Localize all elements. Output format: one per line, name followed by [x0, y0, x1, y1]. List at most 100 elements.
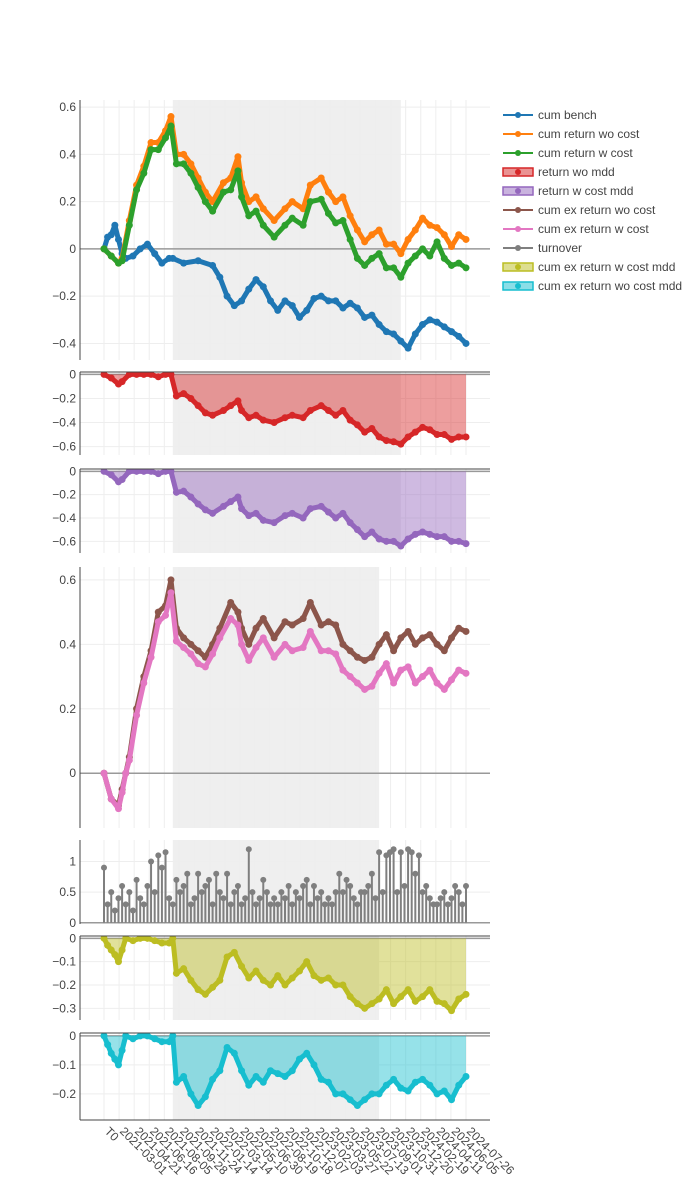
cum-ex-return-w-cost-point: [382, 660, 390, 668]
cum-bench-point: [230, 302, 238, 310]
legend-item-cum-bench: cum bench: [503, 108, 597, 122]
turnover-point: [115, 895, 122, 902]
cum-return-wo-cost-point: [252, 193, 260, 201]
cum-ex-return-wo-cost-mdd-point: [281, 1073, 289, 1080]
cum-ex-return-w-cost-point: [234, 621, 242, 629]
return-wo-mdd-point: [306, 406, 314, 414]
cum-ex-return-w-cost-mdd-point: [172, 969, 180, 977]
turnover-point: [452, 882, 459, 889]
cum-return-wo-cost-point: [147, 139, 155, 147]
return-w-cost-mdd-point: [100, 469, 108, 475]
cum-return-wo-cost-point: [361, 238, 369, 246]
legend-item-cum-ex-return-wo-cost: cum ex return wo cost: [503, 203, 656, 217]
cum-ex-return-wo-cost-mdd-point: [404, 1087, 412, 1095]
cum-return-wo-cost-point: [448, 243, 456, 251]
turnover-point: [329, 901, 336, 908]
turnover-point: [245, 846, 252, 853]
return-wo-mdd-point: [324, 406, 332, 414]
legend-item-cum-return-wo-cost: cum return wo cost: [503, 127, 640, 141]
cum-ex-return-w-cost-mdd-point: [440, 1000, 448, 1008]
cum-return-w-cost-point: [281, 221, 289, 229]
return-w-cost-mdd-point: [219, 502, 227, 510]
return-wo-mdd-point: [107, 374, 115, 382]
turnover-point: [300, 882, 307, 889]
turnover-point: [361, 889, 368, 896]
cum-ex-return-wo-cost-mdd-point: [397, 1084, 405, 1092]
legend-marker: [515, 150, 521, 156]
y-tick-label: −0.4: [52, 511, 76, 525]
return-wo-mdd-point: [361, 428, 369, 436]
turnover-point: [198, 889, 205, 896]
return-w-cost-mdd-point: [245, 512, 253, 520]
cum-bench-point: [107, 231, 115, 239]
cum-ex-return-wo-cost-point: [317, 621, 325, 629]
return-w-cost-mdd-point: [125, 469, 133, 475]
return-w-cost-mdd-point: [180, 487, 188, 495]
cum-ex-return-w-cost-point: [245, 656, 253, 664]
turnover-point: [434, 901, 441, 908]
cum-ex-return-w-cost-mdd-point: [390, 1000, 398, 1008]
return-wo-mdd-point: [411, 428, 419, 436]
subplot-return-w-cost-mdd: 0 −0.2 −0.4 −0.6: [52, 464, 490, 553]
turnover-point: [209, 901, 216, 908]
cum-bench-point: [332, 297, 340, 305]
cum-ex-return-w-cost-mdd-point: [462, 990, 470, 998]
turnover-point: [401, 882, 408, 889]
cum-return-w-cost-point: [227, 186, 235, 194]
cum-ex-return-wo-cost-mdd-point: [165, 1038, 173, 1046]
turnover-point: [343, 876, 350, 883]
cum-return-wo-cost-point: [353, 226, 361, 234]
cum-ex-return-w-cost-point: [281, 640, 289, 648]
cum-ex-return-w-cost-point: [317, 647, 325, 655]
cum-bench-point: [375, 321, 383, 329]
cum-ex-return-wo-cost-mdd-point: [448, 1096, 456, 1104]
turnover-point: [310, 882, 317, 889]
cum-return-w-cost-point: [209, 207, 217, 215]
return-wo-mdd-point: [332, 411, 340, 419]
return-wo-mdd-point: [167, 372, 175, 378]
turnover-point: [419, 889, 426, 896]
cum-ex-return-wo-cost-point: [419, 634, 427, 642]
return-w-cost-mdd-point: [270, 519, 278, 527]
cum-ex-return-w-cost-mdd-point: [151, 937, 159, 945]
return-wo-mdd-point: [462, 433, 470, 441]
cum-bench-point: [216, 273, 224, 281]
turnover-point: [216, 889, 223, 896]
return-wo-mdd-point: [259, 416, 267, 424]
cum-ex-return-wo-cost-point: [154, 608, 162, 616]
turnover-point: [394, 889, 401, 896]
cum-ex-return-wo-cost-mdd-point: [339, 1090, 347, 1098]
legend-label: cum ex return w cost mdd: [538, 260, 675, 274]
cum-ex-return-w-cost-point: [324, 647, 332, 655]
cum-ex-return-w-cost-point: [114, 805, 122, 813]
cum-return-w-cost-point: [238, 193, 246, 201]
return-w-cost-mdd-point: [154, 470, 162, 478]
cum-ex-return-w-cost-mdd-point: [375, 995, 383, 1003]
y-tick-label: −0.1: [52, 1058, 76, 1072]
cum-ex-return-w-cost-mdd-point: [169, 936, 177, 942]
turnover-point: [111, 907, 118, 914]
cum-ex-return-w-cost-point: [259, 634, 267, 642]
turnover-point: [187, 901, 194, 908]
turnover-point: [184, 870, 191, 877]
return-wo-mdd-point: [390, 438, 398, 446]
cum-bench-point: [426, 316, 434, 324]
series-group: [100, 469, 470, 550]
cum-ex-return-wo-cost-mdd-point: [209, 1075, 217, 1083]
turnover-point: [415, 852, 422, 859]
cum-ex-return-wo-cost-point: [440, 647, 448, 655]
cum-bench-point: [245, 285, 253, 293]
return-w-cost-mdd-point: [324, 508, 332, 516]
cum-return-wo-cost-point: [259, 205, 267, 213]
cum-return-w-cost-point: [353, 254, 361, 262]
cum-return-w-cost-point: [419, 245, 427, 253]
return-wo-mdd-point: [234, 397, 242, 405]
shaded-region: [172, 567, 380, 828]
cum-ex-return-wo-cost-mdd-point: [274, 1070, 282, 1078]
return-w-cost-mdd-point: [375, 535, 383, 543]
cum-return-w-cost-point: [154, 146, 162, 154]
turnover-point: [180, 882, 187, 889]
cum-return-w-cost-point: [162, 134, 170, 142]
turnover-point: [423, 882, 430, 889]
legend-label: turnover: [538, 241, 582, 255]
